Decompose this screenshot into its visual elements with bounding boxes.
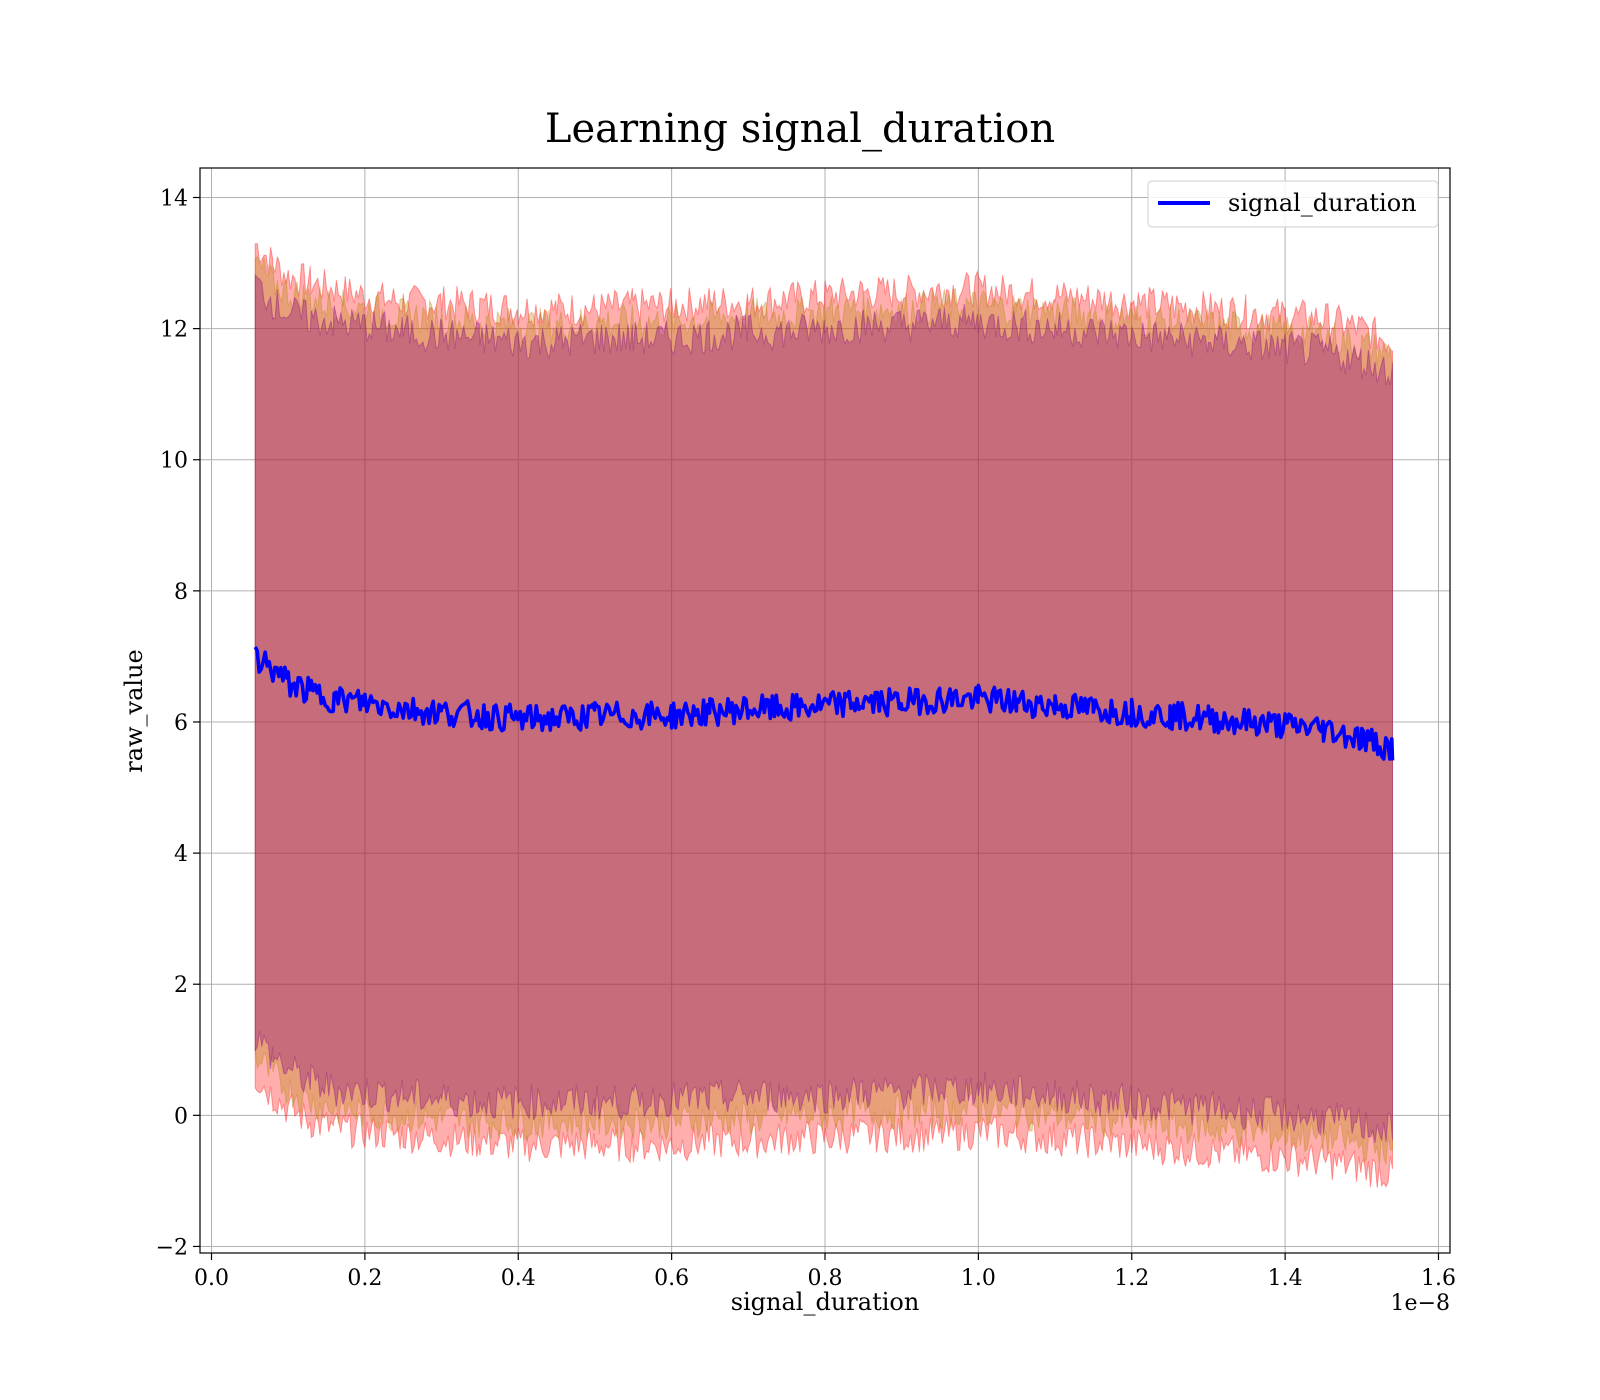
y-tick-label: 8	[174, 580, 188, 605]
legend-box	[1147, 180, 1439, 228]
series-layer	[253, 646, 1395, 761]
x-tick-label: 0.4	[501, 1266, 536, 1291]
y-tick-label: 6	[174, 711, 188, 736]
chart-title: Learning signal_duration	[545, 106, 1055, 152]
y-tick-label: 4	[174, 842, 188, 867]
band-1	[254, 255, 1393, 1167]
x-axis-label: signal_duration	[731, 1288, 920, 1316]
y-tick-label: 10	[160, 449, 188, 474]
x-tick-label: 1.6	[1421, 1266, 1456, 1291]
x-tick-label: 0.6	[654, 1266, 689, 1291]
legend-label: signal_duration	[1228, 189, 1417, 217]
y-tick-label: −2	[156, 1235, 188, 1260]
x-tick-label: 0.8	[808, 1266, 843, 1291]
x-tick-label: 1.4	[1268, 1266, 1303, 1291]
bands-layer	[254, 243, 1393, 1188]
band-2	[254, 273, 1393, 1144]
series-line-0	[253, 646, 1395, 761]
x-tick-label: 1.0	[961, 1266, 996, 1291]
y-tick-label: 2	[174, 973, 188, 998]
y-tick-label: 14	[160, 187, 188, 212]
legend: signal_duration	[1147, 180, 1439, 228]
x-tick-label: 1.2	[1114, 1266, 1149, 1291]
x-tick-label: 0.0	[194, 1266, 229, 1291]
x-axis-ticks: 0.0 0.2 0.4 0.6 0.8 1.0 1.2 1.4 1.6	[194, 1253, 1456, 1291]
y-axis-ticks: −2 0 2 4 6 8 10 12 14	[156, 187, 200, 1260]
y-tick-label: 0	[174, 1104, 188, 1129]
y-tick-label: 12	[160, 318, 188, 343]
y-axis-label: raw_value	[120, 649, 148, 773]
x-tick-label: 0.2	[347, 1266, 382, 1291]
x-offset-label: 1e−8	[1391, 1291, 1450, 1316]
band-0	[254, 243, 1393, 1188]
